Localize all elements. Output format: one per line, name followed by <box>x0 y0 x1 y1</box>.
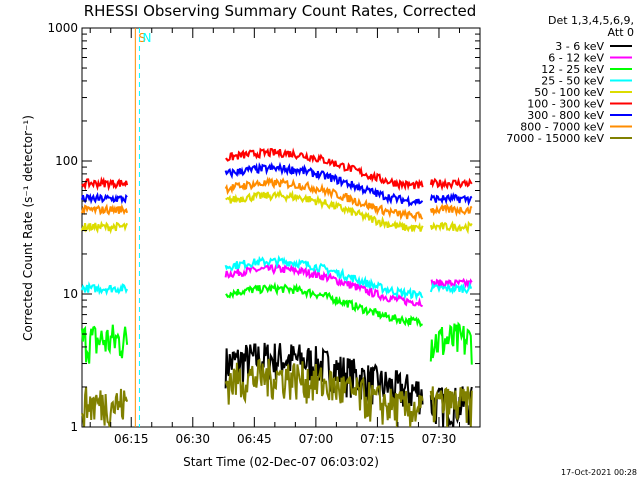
x-axis-label: Start Time (02-Dec-07 06:03:02) <box>183 455 379 469</box>
series-line-4-segment-0 <box>81 220 129 235</box>
chart-title: RHESSI Observing Summary Count Rates, Co… <box>84 2 477 20</box>
series-line-6-segment-0 <box>81 191 128 205</box>
legend-header-0: Det 1,3,4,5,6,9, <box>548 14 634 27</box>
legend-label: 50 - 100 keV <box>534 86 604 99</box>
series-line-1-segment-1 <box>224 263 423 308</box>
marker-label-0: S <box>138 31 146 45</box>
legend-label: 300 - 800 keV <box>527 109 604 122</box>
series-line-6-segment-2 <box>429 192 473 207</box>
x-tick-label: 06:15 <box>114 432 149 446</box>
series-line-5-segment-2 <box>429 176 473 192</box>
series-line-3-segment-1 <box>224 254 424 302</box>
series-line-4-segment-2 <box>429 220 473 235</box>
legend-label: 12 - 25 keV <box>541 63 604 76</box>
y-tick-label: 1 <box>70 420 78 434</box>
series-line-0-segment-1 <box>224 342 424 415</box>
x-tick-label: 06:45 <box>237 432 272 446</box>
legend-label: 7000 - 15000 keV <box>506 132 604 145</box>
series-line-2-segment-2 <box>429 321 473 365</box>
series-line-3-segment-0 <box>81 281 129 296</box>
legend-label: 100 - 300 keV <box>527 98 604 111</box>
series-line-7-segment-2 <box>429 203 473 217</box>
legend-label: 25 - 50 keV <box>541 75 604 88</box>
series-line-2-segment-1 <box>225 281 423 328</box>
series-line-8-segment-0 <box>81 386 129 428</box>
x-tick-label: 07:00 <box>299 432 334 446</box>
legend-label: 6 - 12 keV <box>548 52 604 65</box>
series-line-8-segment-1 <box>224 358 424 428</box>
series-line-2-segment-0 <box>81 324 129 364</box>
marker-layer: SN <box>134 28 151 427</box>
series-line-7-segment-0 <box>81 203 129 216</box>
y-axis-label: Corrected Count Rate (s⁻¹ detector⁻¹) <box>21 115 35 341</box>
legend-label: 3 - 6 keV <box>555 40 604 53</box>
series-line-4-segment-1 <box>225 188 424 233</box>
y-tick-label: 1000 <box>47 21 78 35</box>
x-tick-label: 07:30 <box>422 432 457 446</box>
axes-layer: 1 10 100 1000 06:15 06:30 06:45 07:00 07:15 07:30 <box>47 21 480 446</box>
y-tick-label: 10 <box>63 287 78 301</box>
series-line-8-segment-2 <box>429 386 473 428</box>
legend-header-1: Att 0 <box>608 26 634 39</box>
x-tick-label: 06:30 <box>175 432 210 446</box>
series-line-7-segment-1 <box>224 176 424 223</box>
series-line-1-segment-2 <box>430 277 473 290</box>
series-layer <box>81 147 473 428</box>
series-line-5-segment-1 <box>225 147 424 192</box>
marker-label-1: N <box>142 31 151 45</box>
series-line-6-segment-1 <box>224 161 424 208</box>
legend-label: 800 - 7000 keV <box>520 121 604 134</box>
series-line-5-segment-0 <box>81 176 129 192</box>
x-tick-label: 07:15 <box>360 432 395 446</box>
timestamp: 17-Oct-2021 00:28 <box>561 468 637 477</box>
y-tick-label: 100 <box>55 154 78 168</box>
series-line-3-segment-2 <box>429 281 472 295</box>
